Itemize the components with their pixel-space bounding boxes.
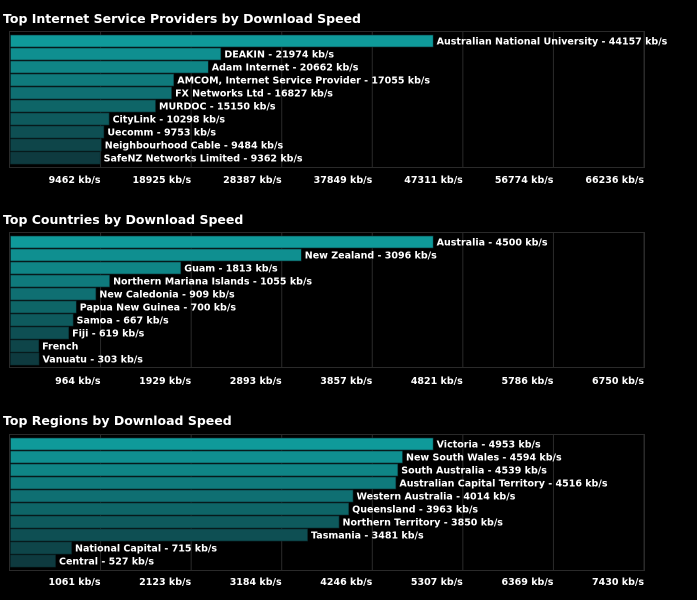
- bar: [10, 34, 434, 48]
- x-tick-label: 964 kb/s: [55, 376, 101, 387]
- bar: [10, 502, 349, 516]
- bar: [10, 112, 110, 126]
- bar-label: Neighbourhood Cable - 9484 kb/s: [105, 141, 284, 152]
- x-tick-label: 4821 kb/s: [411, 376, 463, 387]
- x-tick-label: 2893 kb/s: [230, 376, 282, 387]
- bar: [10, 339, 39, 353]
- bar: [10, 125, 105, 139]
- x-tick-label: 6750 kb/s: [592, 376, 644, 387]
- bar: [10, 515, 340, 529]
- bar-label: Central - 527 kb/s: [59, 557, 154, 568]
- bar-label: New South Wales - 4594 kb/s: [406, 453, 562, 464]
- bar-label: Guam - 1813 kb/s: [184, 264, 278, 275]
- x-tick-label: 6369 kb/s: [501, 577, 553, 588]
- x-tick-label: 1061 kb/s: [49, 577, 101, 588]
- bar: [10, 554, 56, 568]
- bar: [10, 313, 74, 327]
- bar-label: South Australia - 4539 kb/s: [401, 466, 547, 477]
- bar: [10, 326, 69, 340]
- bar: [10, 437, 434, 451]
- x-tick-label: 1929 kb/s: [139, 376, 191, 387]
- x-tick-label: 7430 kb/s: [592, 577, 644, 588]
- bar-label: AMCOM, Internet Service Provider - 17055…: [177, 76, 430, 87]
- bar: [10, 138, 102, 152]
- x-tick-label: 56774 kb/s: [495, 175, 554, 186]
- bar: [10, 86, 172, 100]
- x-tick-label: 2123 kb/s: [139, 577, 191, 588]
- bar-label: Fiji - 619 kb/s: [72, 329, 145, 340]
- x-tick-label: 3184 kb/s: [230, 577, 282, 588]
- bar-label: DEAKIN - 21974 kb/s: [224, 50, 334, 61]
- bar-label: Australian Capital Territory - 4516 kb/s: [399, 479, 607, 490]
- bar: [10, 73, 175, 87]
- bar-label: CityLink - 10298 kb/s: [113, 115, 226, 126]
- bar-label: FX Networks Ltd - 16827 kb/s: [175, 89, 333, 100]
- x-tick-label: 28387 kb/s: [223, 175, 282, 186]
- isp-chart-title: Top Internet Service Providers by Downlo…: [3, 11, 361, 26]
- x-tick-label: 37849 kb/s: [314, 175, 373, 186]
- x-tick-label: 47311 kb/s: [404, 175, 463, 186]
- isp-chart: 9462 kb/s 18925 kb/s 28387 kb/s 37849 kb/s 4…: [9, 31, 668, 186]
- bar: [10, 287, 97, 301]
- bar-label: Victoria - 4953 kb/s: [437, 440, 541, 451]
- bar: [10, 248, 302, 262]
- bar-label: Uecomm - 9753 kb/s: [107, 128, 216, 139]
- bar-label: Australian National University - 44157 k…: [437, 37, 668, 48]
- x-tick-label: 66236 kb/s: [585, 175, 644, 186]
- x-tick-label: 18925 kb/s: [133, 175, 192, 186]
- bar-label: National Capital - 715 kb/s: [75, 544, 217, 555]
- bar-label: SafeNZ Networks Limited - 9362 kb/s: [104, 154, 303, 165]
- bar: [10, 235, 434, 249]
- bar: [10, 151, 101, 165]
- regions-chart: 1061 kb/s 2123 kb/s 3184 kb/s 4246 kb/s 5307…: [9, 434, 645, 588]
- x-tick-label: 4246 kb/s: [320, 577, 372, 588]
- bar-label: Adam Internet - 20662 kb/s: [212, 63, 359, 74]
- bar-label: Northern Mariana Islands - 1055 kb/s: [113, 277, 312, 288]
- x-tick-label: 3857 kb/s: [320, 376, 372, 387]
- x-tick-label: 5307 kb/s: [411, 577, 463, 588]
- bar-label: Queensland - 3963 kb/s: [352, 505, 478, 516]
- bar-label: New Caledonia - 909 kb/s: [99, 290, 235, 301]
- x-tick-label: 9462 kb/s: [49, 175, 101, 186]
- bar-label: Samoa - 667 kb/s: [77, 316, 169, 327]
- countries-chart-title: Top Countries by Download Speed: [3, 212, 244, 227]
- bar: [10, 261, 182, 275]
- bar-label: MURDOC - 15150 kb/s: [159, 102, 276, 113]
- regions-chart-title: Top Regions by Download Speed: [3, 413, 232, 428]
- bar-label: Papua New Guinea - 700 kb/s: [80, 303, 237, 314]
- bar-label: Western Australia - 4014 kb/s: [357, 492, 516, 503]
- bar: [10, 274, 110, 288]
- bar: [10, 463, 399, 477]
- bar: [10, 476, 397, 490]
- bar: [10, 489, 354, 503]
- bar: [10, 47, 222, 61]
- bar-label: Australia - 4500 kb/s: [437, 238, 548, 249]
- countries-chart: 964 kb/s 1929 kb/s 2893 kb/s 3857 kb/s 4821 …: [9, 232, 645, 387]
- bar: [10, 300, 77, 314]
- bar: [10, 528, 308, 542]
- bar-label: New Zealand - 3096 kb/s: [305, 251, 437, 262]
- bar-label: Vanuatu - 303 kb/s: [42, 355, 143, 366]
- bar: [10, 60, 209, 74]
- bar: [10, 450, 403, 464]
- bar-label: Tasmania - 3481 kb/s: [311, 531, 424, 542]
- bar: [10, 352, 40, 366]
- bar-label: French: [42, 342, 78, 353]
- bar-label: Northern Territory - 3850 kb/s: [343, 518, 504, 529]
- bar: [10, 99, 156, 113]
- x-tick-label: 5786 kb/s: [501, 376, 553, 387]
- bar: [10, 541, 72, 555]
